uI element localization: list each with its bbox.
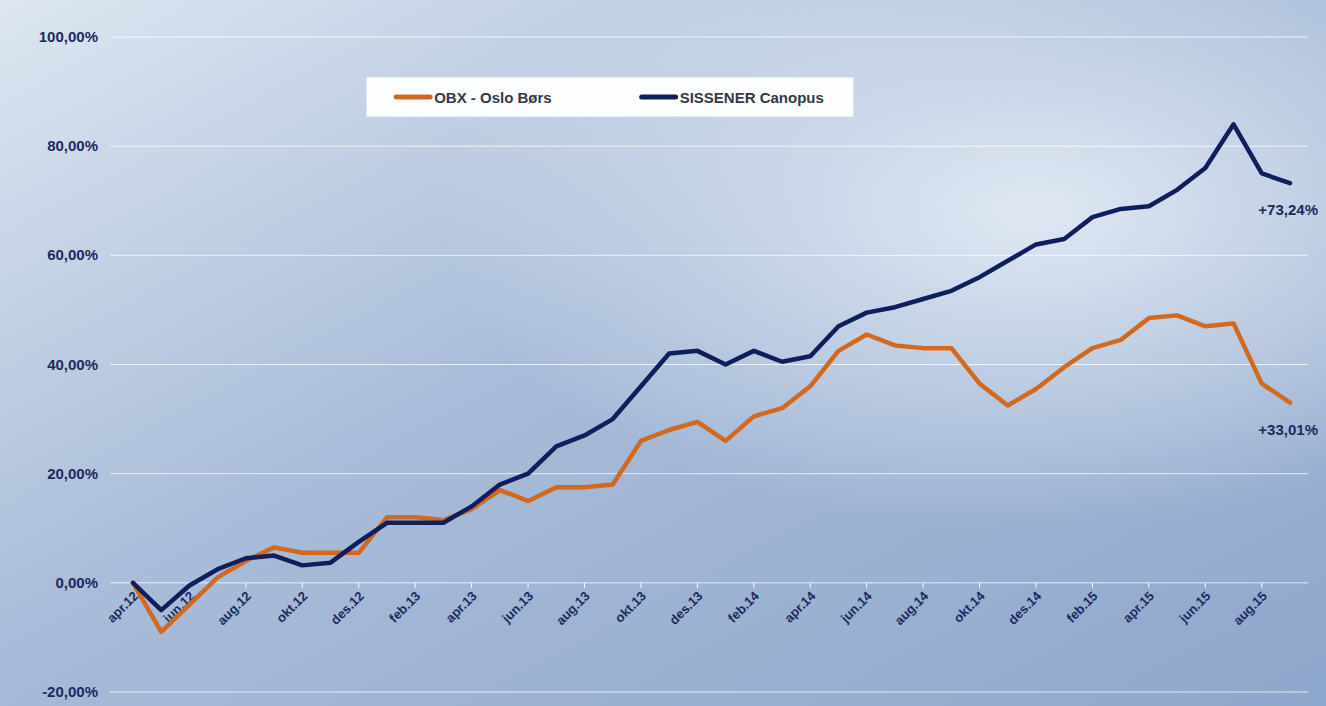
series-line xyxy=(133,315,1290,632)
series-line xyxy=(133,124,1290,610)
x-tick xyxy=(1148,583,1149,588)
y-tick-label: 100,00% xyxy=(39,28,98,45)
x-tick-label: okt.13 xyxy=(612,588,649,625)
x-tick-label: okt.12 xyxy=(273,588,310,625)
legend-box xyxy=(366,77,854,117)
legend-swatch xyxy=(396,95,430,100)
x-tick xyxy=(1261,583,1262,588)
background xyxy=(0,0,1326,706)
x-tick xyxy=(753,583,754,588)
x-tick-label: apr.14 xyxy=(781,588,819,626)
x-tick xyxy=(471,583,472,588)
legend-label: SISSENER Canopus xyxy=(680,89,824,106)
x-tick xyxy=(697,583,698,588)
x-tick xyxy=(810,583,811,588)
x-tick-label: jun.15 xyxy=(1176,588,1214,626)
end-label: +33,01% xyxy=(1258,421,1318,438)
legend: OBX - Oslo Børs SISSENER Canopus xyxy=(366,77,854,117)
x-tick xyxy=(528,583,529,588)
x-tick-label: des.12 xyxy=(328,588,367,627)
x-tick-label: feb.13 xyxy=(386,588,423,625)
x-tick xyxy=(866,583,867,588)
x-tick xyxy=(1036,583,1037,588)
x-tick-label: jun.14 xyxy=(837,588,875,626)
legend-swatch xyxy=(642,95,676,100)
x-tick-label: aug.15 xyxy=(1230,588,1270,628)
x-tick-label: jun.13 xyxy=(498,588,536,626)
x-tick-label: aug.13 xyxy=(553,588,593,628)
x-tick-label: apr.13 xyxy=(443,588,480,625)
grid-line xyxy=(110,37,1308,38)
x-tick xyxy=(358,583,359,588)
x-tick xyxy=(302,583,303,588)
x-tick xyxy=(245,583,246,588)
x-tick xyxy=(1205,583,1206,588)
y-tick-label: 20,00% xyxy=(47,465,98,482)
grid-line xyxy=(110,473,1308,474)
y-tick-label: 60,00% xyxy=(47,246,98,263)
x-tick-label: aug.12 xyxy=(214,588,254,628)
y-tick-label: 0,00% xyxy=(55,574,98,591)
y-tick-label: 80,00% xyxy=(47,137,98,154)
x-tick xyxy=(640,583,641,588)
x-tick-label: okt.14 xyxy=(951,588,989,626)
x-tick-label: apr.15 xyxy=(1120,588,1157,625)
x-tick-label: apr.12 xyxy=(104,588,141,625)
grid-line xyxy=(110,582,1308,583)
x-tick xyxy=(1092,583,1093,588)
legend-label: OBX - Oslo Børs xyxy=(434,89,552,106)
grid-line xyxy=(110,146,1308,147)
x-tick-label: des.13 xyxy=(666,588,705,627)
grid xyxy=(110,37,1308,692)
chart: -20,00% 0,00% 20,00% 40,00% 60,00% 80,00% 100,… xyxy=(0,0,1326,706)
grid-line xyxy=(110,364,1308,365)
x-tick xyxy=(415,583,416,588)
y-tick-label: 40,00% xyxy=(47,356,98,373)
lines xyxy=(133,124,1290,632)
x-tick xyxy=(923,583,924,588)
x-tick-label: des.14 xyxy=(1005,588,1045,628)
grid-line xyxy=(110,692,1308,693)
x-tick-label: feb.14 xyxy=(725,588,763,626)
y-tick-label: -20,00% xyxy=(42,683,98,700)
grid-line xyxy=(110,255,1308,256)
x-tick xyxy=(979,583,980,588)
background-light xyxy=(0,0,1326,706)
x-tick xyxy=(584,583,585,588)
x-tick-label: aug.14 xyxy=(892,588,932,628)
x-tick-label: feb.15 xyxy=(1063,588,1100,625)
end-label: +73,24% xyxy=(1258,201,1318,218)
